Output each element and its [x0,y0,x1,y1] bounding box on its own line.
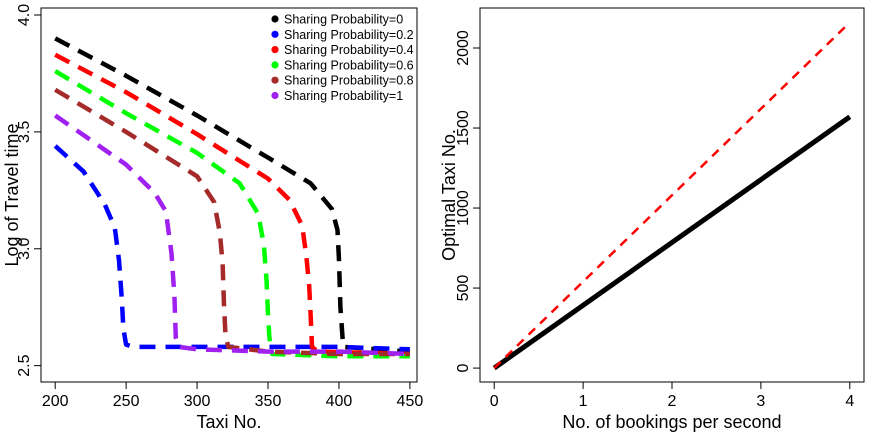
legend-entry-label: Sharing Probability=0.6 [284,58,414,72]
x-tick-label: 2 [668,393,677,410]
x-tick-label: 0 [490,393,499,410]
series-group-left [53,36,411,359]
legend-entry-label: Sharing Probability=0.4 [284,43,414,57]
legend-marker [271,91,279,100]
x-tick-label: 300 [184,393,211,410]
y-tick-label: 0 [455,364,472,373]
y-tick-label: 3.5 [16,121,33,143]
series-line-2 [54,52,410,357]
x-axis-right: 0 1 2 3 4 [490,381,854,410]
legend-entry-label: Sharing Probability=1 [284,89,403,103]
legend-marker [271,76,279,84]
series-line-0 [54,36,411,354]
x-axis-label-left: Taxi No. [196,412,261,432]
legend-entry-label: Sharing Probability=0.8 [284,74,414,88]
x-tick-label: 200 [42,393,69,410]
y-tick-label: 4.0 [16,4,33,26]
series-group-right [492,21,852,371]
x-tick-label: 1 [579,393,588,410]
x-axis-label-right: No. of bookings per second [562,412,781,432]
x-tick-label: 3 [756,393,765,410]
x-axis-left: 200 250 300 350 400 450 [42,381,424,410]
x-tick-label: 250 [113,393,140,410]
y-tick-label: 2.5 [16,354,33,376]
y-axis-label-right: Optimal Taxi No. [439,129,459,261]
x-tick-label: 4 [845,393,854,410]
optimal-taxi-chart: 0 1 2 3 4 0 500 1000 1500 2000 No. of bookings p… [439,7,865,432]
x-tick-label: 450 [397,393,424,410]
y-tick-label: 3.0 [16,238,33,260]
legend-entry-label: Sharing Probability=0.2 [284,28,414,42]
legend-marker [271,46,279,54]
series-line-4 [54,87,410,357]
series-line-1 [53,144,410,352]
y-tick-label: 1500 [455,110,472,146]
y-tick-label: 500 [455,275,472,302]
x-tick-label: 350 [255,393,282,410]
series-line-0 [492,114,852,371]
legend-marker [271,15,279,23]
y-axis-right: 0 500 1000 1500 2000 [455,30,481,373]
travel-time-chart: 200 250 300 350 400 450 2.5 3.0 3.5 4.0 Taxi No.… [2,4,423,432]
y-tick-label: 2000 [455,30,472,66]
y-axis-label-left: Log of Travel time [2,123,22,266]
x-tick-label: 400 [326,393,353,410]
series-line-1 [493,21,851,369]
y-axis-left: 2.5 3.0 3.5 4.0 [16,4,42,377]
legend-marker [271,30,279,38]
legend-entry-label: Sharing Probability=0 [284,13,403,27]
y-tick-label: 1000 [455,190,472,226]
series-line-5 [53,113,410,357]
legend-marker [271,61,279,69]
series-line-3 [54,69,410,359]
